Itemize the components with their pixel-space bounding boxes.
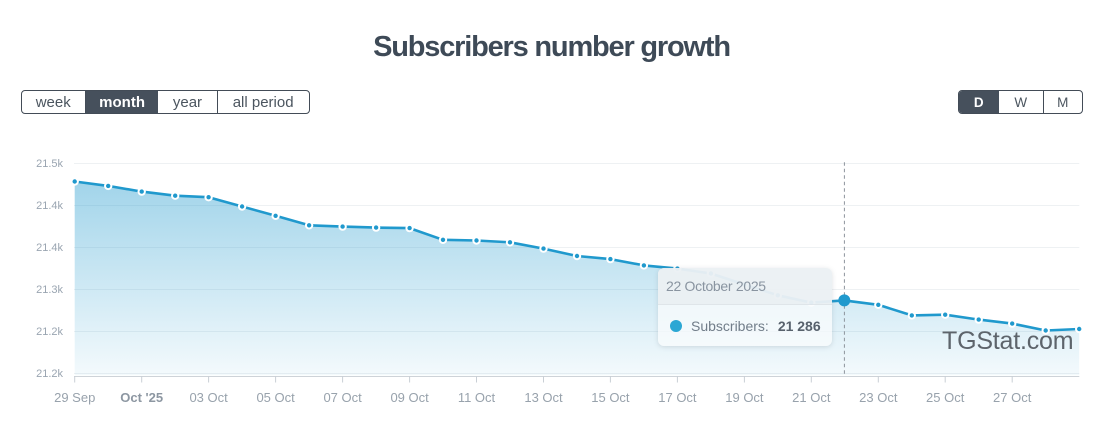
svg-text:05 Oct: 05 Oct [256,390,295,405]
svg-text:13 Oct: 13 Oct [524,390,563,405]
svg-text:21.4k: 21.4k [36,242,63,254]
svg-text:21.5k: 21.5k [36,158,63,170]
svg-text:07 Oct: 07 Oct [323,390,362,405]
svg-text:29 Sep: 29 Sep [54,390,95,405]
svg-text:21.2k: 21.2k [36,368,63,380]
svg-text:09 Oct: 09 Oct [390,390,429,405]
svg-text:27 Oct: 27 Oct [993,390,1032,405]
svg-text:03 Oct: 03 Oct [189,390,228,405]
svg-text:15 Oct: 15 Oct [591,390,630,405]
svg-text:21.3k: 21.3k [36,284,63,296]
svg-text:23 Oct: 23 Oct [859,390,898,405]
svg-text:21 Oct: 21 Oct [792,390,831,405]
svg-text:21.4k: 21.4k [36,200,63,212]
svg-text:19 Oct: 19 Oct [725,390,764,405]
svg-text:17 Oct: 17 Oct [658,390,697,405]
svg-text:11 Oct: 11 Oct [458,390,496,405]
svg-text:21.2k: 21.2k [36,326,63,338]
svg-text:Oct '25: Oct '25 [120,390,163,405]
svg-text:25 Oct: 25 Oct [926,390,965,405]
